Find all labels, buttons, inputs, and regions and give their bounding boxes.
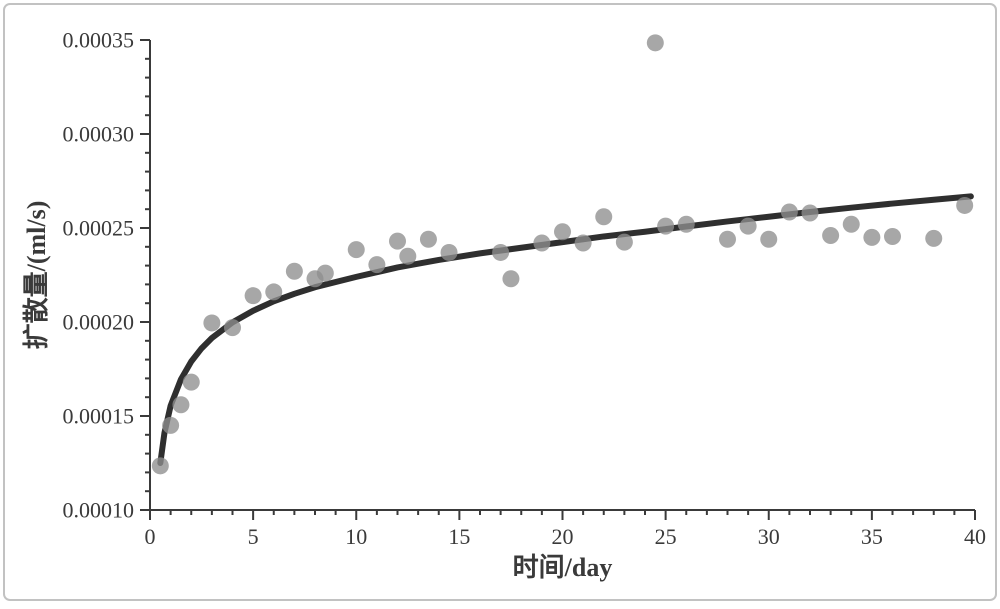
- x-tick-label: 10: [345, 524, 367, 549]
- data-point: [678, 216, 695, 233]
- y-tick-label: 0.00020: [63, 310, 135, 335]
- data-point: [719, 231, 736, 248]
- data-point: [245, 287, 262, 304]
- data-point: [162, 417, 179, 434]
- data-point: [492, 244, 509, 261]
- x-axis-label: 时间/day: [513, 553, 613, 582]
- data-point: [348, 241, 365, 258]
- data-point: [595, 208, 612, 225]
- y-tick-label: 0.00035: [63, 28, 135, 53]
- data-point: [203, 314, 220, 331]
- data-point: [420, 231, 437, 248]
- data-point: [925, 230, 942, 247]
- data-point: [265, 283, 282, 300]
- y-tick-label: 0.00010: [63, 498, 135, 523]
- data-point: [286, 263, 303, 280]
- x-tick-label: 35: [861, 524, 883, 549]
- data-point: [554, 223, 571, 240]
- data-point: [183, 374, 200, 391]
- diffusion-scatter-chart: 0 5 10 15 20 25 30 35 40 时间/day 0.00010 0.00015 0.00…: [0, 0, 1000, 604]
- x-tick-label: 30: [758, 524, 780, 549]
- data-point: [740, 218, 757, 235]
- data-point: [802, 204, 819, 221]
- chart-container: 0 5 10 15 20 25 30 35 40 时间/day 0.00010 0.00015 0.00…: [0, 0, 1000, 604]
- y-tick-label: 0.00015: [63, 404, 135, 429]
- x-tick-label: 20: [552, 524, 574, 549]
- data-point: [781, 204, 798, 221]
- x-tick-label: 25: [655, 524, 677, 549]
- x-tick-label: 15: [448, 524, 470, 549]
- y-axis-label: 扩散量/(ml/s): [22, 201, 51, 350]
- data-point: [502, 270, 519, 287]
- data-point: [884, 228, 901, 245]
- data-point: [956, 197, 973, 214]
- data-point: [399, 248, 416, 265]
- data-point: [441, 244, 458, 261]
- data-point: [843, 216, 860, 233]
- data-point: [647, 34, 664, 51]
- x-tick-label: 5: [248, 524, 259, 549]
- data-point: [368, 256, 385, 273]
- data-point: [152, 457, 169, 474]
- data-point: [863, 229, 880, 246]
- data-point: [224, 319, 241, 336]
- data-point: [317, 265, 334, 282]
- data-point: [760, 231, 777, 248]
- data-point: [616, 234, 633, 251]
- data-point: [533, 235, 550, 252]
- y-tick-label: 0.00030: [63, 122, 135, 147]
- data-point: [389, 233, 406, 250]
- y-tick-label: 0.00025: [63, 216, 135, 241]
- data-point: [172, 396, 189, 413]
- x-tick-label: 0: [145, 524, 156, 549]
- data-point: [657, 218, 674, 235]
- x-tick-label: 40: [964, 524, 986, 549]
- data-point: [575, 235, 592, 252]
- data-point: [822, 227, 839, 244]
